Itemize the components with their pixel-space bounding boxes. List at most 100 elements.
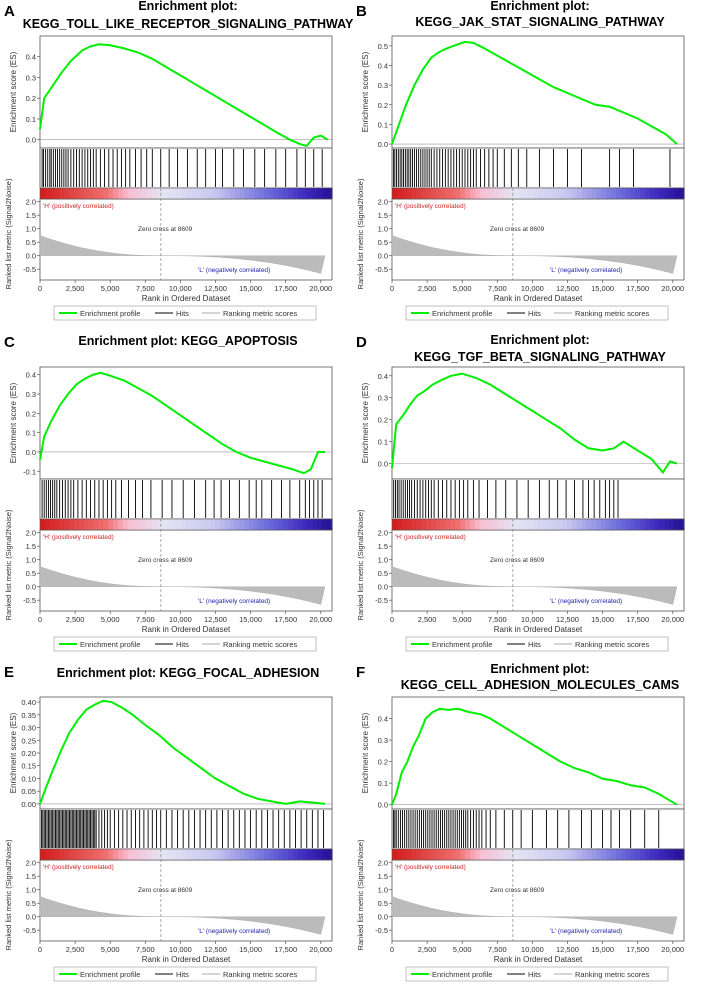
- rank-color-segment: [664, 519, 670, 530]
- es-plot-area: [39, 366, 333, 480]
- rank-color-segment: [606, 849, 612, 860]
- legend-profile-label: Enrichment profile: [80, 309, 140, 318]
- rank-color-segment: [127, 849, 134, 860]
- metric-tick-label: 0.0: [378, 583, 388, 592]
- rank-color-segment: [625, 188, 632, 199]
- rank-color-segment: [499, 849, 505, 860]
- enrichment-profile-line: [391, 40, 678, 145]
- rank-color-segment: [426, 849, 432, 860]
- rank-color-segment: [200, 188, 207, 199]
- rank-color-segment: [659, 849, 666, 860]
- rank-color-segment: [44, 188, 51, 199]
- rank-color-segment: [659, 519, 666, 530]
- panel-f: F Enrichment plot: KEGG_CELL_ADHESION_MOLE…: [356, 662, 685, 982]
- rank-color-segment: [93, 519, 99, 530]
- zero-cross-label: Zero cross at 8609: [138, 557, 193, 564]
- es-tick-label: 0.2: [26, 409, 36, 418]
- metric-tick-label: 1.0: [378, 556, 388, 565]
- rank-color-segment: [645, 849, 651, 860]
- x-tick-label: 12,500: [204, 615, 227, 624]
- rank-color-bar: [39, 187, 333, 200]
- x-tick-label: 5,000: [101, 945, 120, 954]
- rank-color-segment: [533, 849, 539, 860]
- rank-color-segment: [503, 849, 510, 860]
- metric-tick-label: -0.5: [375, 596, 388, 605]
- rank-color-segment: [479, 188, 486, 199]
- rank-color-segment: [440, 849, 447, 860]
- rank-color-segment: [494, 188, 500, 199]
- x-tick-label: 7,500: [488, 945, 507, 954]
- rank-color-segment: [576, 849, 583, 860]
- rank-color-segment: [83, 519, 90, 530]
- rank-color-segment: [224, 519, 231, 530]
- rank-color-segment: [317, 519, 323, 530]
- rank-color-segment: [572, 188, 578, 199]
- enrichment-profile-line: [391, 707, 678, 806]
- es-tick-label: -0.1: [23, 467, 36, 476]
- rank-color-segment: [161, 188, 168, 199]
- x-tick-label: 10,000: [169, 615, 192, 624]
- rank-color-segment: [166, 519, 172, 530]
- metric-tick-label: 1.0: [26, 886, 36, 895]
- rank-color-segment: [601, 519, 607, 530]
- metric-tick-label: 0.5: [378, 238, 388, 247]
- rank-color-segment: [40, 188, 46, 199]
- rank-color-segment: [249, 519, 255, 530]
- metric-tick-label: 2.0: [378, 198, 388, 207]
- rank-color-segment: [268, 519, 275, 530]
- rank-color-segment: [74, 519, 80, 530]
- es-tick-label: 0.35: [21, 711, 36, 720]
- rank-color-segment: [200, 849, 207, 860]
- rank-color-bar: [391, 518, 685, 531]
- rank-color-segment: [254, 849, 260, 860]
- rank-color-segment: [640, 519, 646, 530]
- x-tick-label: 12,500: [556, 945, 579, 954]
- panel-letter: A: [4, 3, 15, 20]
- panel-d: D Enrichment plot: KEGG_TGF_BETA_SIGNALING…: [356, 333, 685, 652]
- x-tick-label: 0: [38, 615, 42, 624]
- rank-color-segment: [508, 519, 515, 530]
- rank-color-segment: [78, 849, 85, 860]
- rank-color-segment: [268, 188, 275, 199]
- x-axis-label: Rank in Ordered Dataset: [142, 625, 231, 634]
- rank-color-segment: [401, 519, 408, 530]
- rank-color-segment: [547, 188, 554, 199]
- rank-color-segment: [98, 849, 104, 860]
- rank-color-segment: [171, 188, 177, 199]
- rank-color-segment: [122, 849, 129, 860]
- rank-color-segment: [137, 849, 143, 860]
- rank-color-segment: [103, 519, 109, 530]
- legend-box: [405, 305, 669, 321]
- rank-color-segment: [421, 519, 427, 530]
- rank-color-segment: [611, 188, 617, 199]
- rank-color-segment: [44, 519, 51, 530]
- x-tick-label: 2,500: [66, 284, 85, 293]
- rank-color-segment: [669, 188, 675, 199]
- rank-color-segment: [591, 188, 597, 199]
- rank-color-segment: [88, 519, 95, 530]
- rank-color-segment: [596, 849, 602, 860]
- rank-color-segment: [288, 188, 294, 199]
- rank-color-segment: [503, 188, 510, 199]
- rank-color-segment: [465, 849, 471, 860]
- rank-color-segment: [615, 188, 622, 199]
- rank-color-segment: [664, 188, 670, 199]
- es-tick-label: 0.40: [21, 698, 36, 707]
- es-tick-label: 0.3: [26, 73, 36, 82]
- rank-color-segment: [322, 519, 328, 530]
- rank-color-segment: [122, 188, 129, 199]
- es-tick-label: 0.5: [378, 42, 388, 51]
- rank-color-segment: [542, 188, 549, 199]
- rank-color-segment: [674, 188, 680, 199]
- rank-color-segment: [669, 519, 675, 530]
- rank-color-segment: [205, 188, 211, 199]
- rank-color-segment: [538, 188, 544, 199]
- x-tick-label: 0: [38, 284, 42, 293]
- legend: Enrichment profile Hits Ranking metric sco…: [405, 636, 669, 652]
- es-tick-label: 0.3: [26, 390, 36, 399]
- x-tick-label: 20,000: [309, 945, 332, 954]
- rank-color-segment: [224, 188, 231, 199]
- chart-title-line: Enrichment plot:: [490, 0, 589, 13]
- rank-color-bar: [39, 518, 333, 531]
- es-tick-label: 0.2: [378, 101, 388, 110]
